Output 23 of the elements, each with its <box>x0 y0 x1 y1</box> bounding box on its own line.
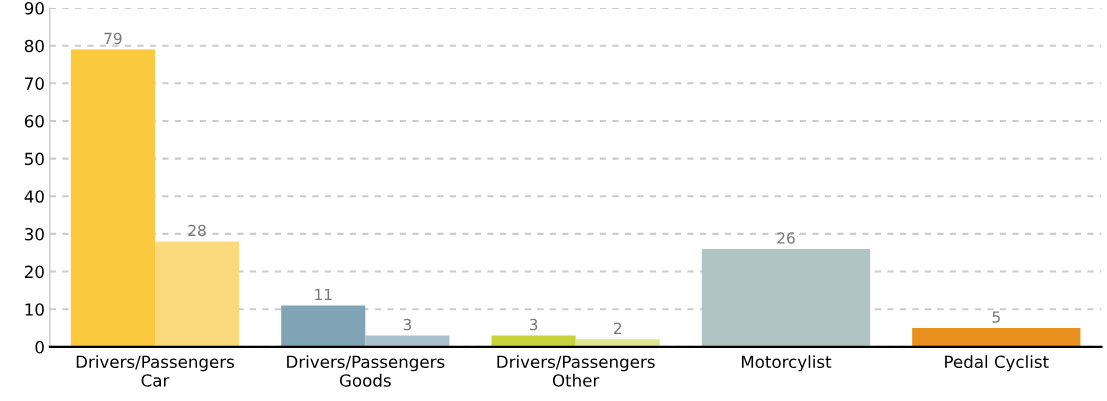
y-tick-label: 30 <box>25 227 44 241</box>
y-tick-label: 40 <box>24 190 44 203</box>
data-label: 5 <box>992 311 1000 323</box>
data-label: 28 <box>188 224 206 237</box>
data-label: 26 <box>777 232 795 244</box>
y-tick-label: 80 <box>24 39 44 53</box>
y-tick-label: 10 <box>25 303 44 316</box>
x-tick-label: Drivers/Passengers Other <box>497 355 655 387</box>
data-label: 79 <box>104 32 122 45</box>
y-tick-label: 60 <box>24 114 44 128</box>
x-tick-label: Drivers/Passengers Car <box>76 355 234 387</box>
y-tick-label: 70 <box>25 77 44 90</box>
y-tick-label: 90 <box>24 1 44 15</box>
data-label: 2 <box>613 322 622 334</box>
x-tick-label: Pedal Cyclist <box>945 355 1049 372</box>
y-tick-label: 20 <box>24 265 44 279</box>
x-tick-label: Motorcylist <box>741 355 832 372</box>
x-tick-label: Drivers/Passengers Goods <box>287 355 445 387</box>
data-label: 3 <box>529 318 538 331</box>
data-label: 11 <box>315 288 332 301</box>
data-label: 3 <box>403 318 412 331</box>
y-tick-label: 0 <box>35 340 44 354</box>
y-tick-label: 50 <box>25 152 44 166</box>
